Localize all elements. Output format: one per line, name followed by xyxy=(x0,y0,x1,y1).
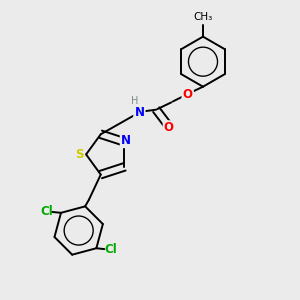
Text: N: N xyxy=(134,106,144,118)
Text: Cl: Cl xyxy=(40,205,52,218)
Text: CH₃: CH₃ xyxy=(194,12,213,22)
Text: N: N xyxy=(121,134,131,147)
Text: S: S xyxy=(75,148,84,161)
Text: O: O xyxy=(183,88,193,100)
Text: H: H xyxy=(131,95,138,106)
Text: O: O xyxy=(164,122,174,134)
Text: Cl: Cl xyxy=(105,243,118,256)
